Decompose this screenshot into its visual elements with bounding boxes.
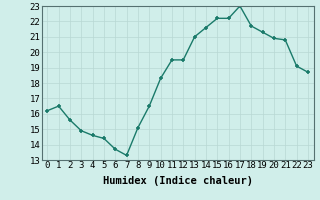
X-axis label: Humidex (Indice chaleur): Humidex (Indice chaleur) (103, 176, 252, 186)
